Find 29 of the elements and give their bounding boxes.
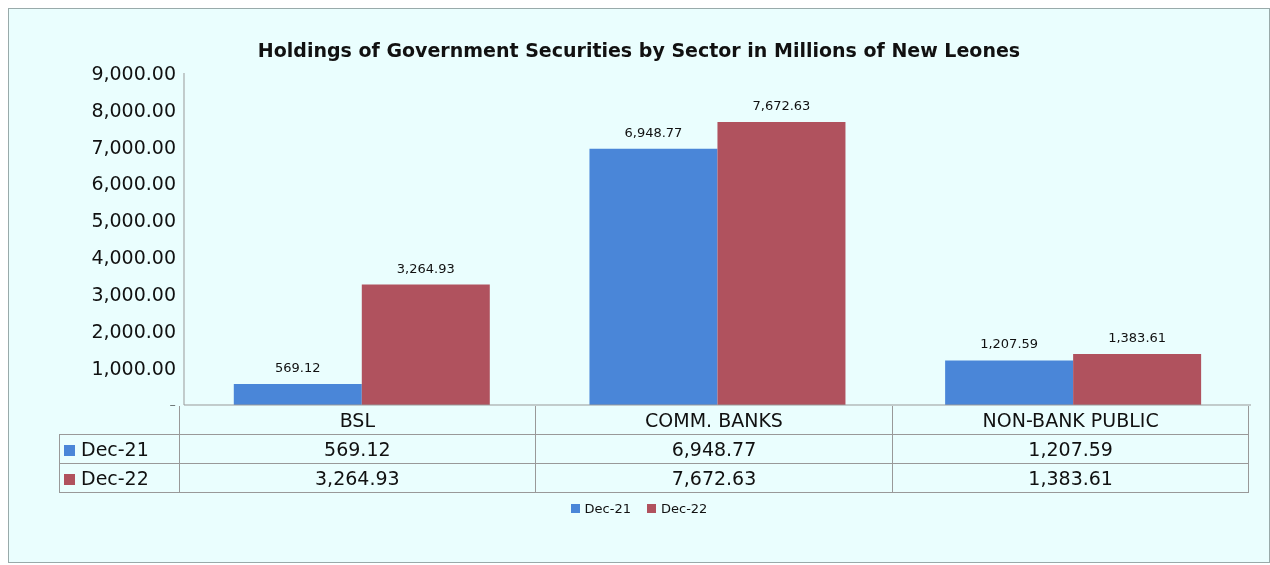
data-label: 1,207.59 bbox=[892, 434, 1249, 464]
y-tick-label: 6,000.00 bbox=[91, 172, 176, 195]
legend-label: Dec-22 bbox=[660, 501, 708, 516]
text: Dec-22 bbox=[81, 467, 149, 489]
x-tick-label: NON-BANK PUBLIC bbox=[892, 406, 1249, 435]
text: 7,672.63 bbox=[752, 97, 811, 113]
text: 3,264.93 bbox=[396, 260, 455, 276]
data-label: 1,383.61 bbox=[892, 463, 1249, 493]
legend-label: Dec-21 bbox=[59, 434, 179, 464]
y-tick-label: 7,000.00 bbox=[91, 135, 176, 158]
data-label: 3,264.93 bbox=[179, 463, 536, 493]
text: 1,383.61 bbox=[1108, 329, 1167, 345]
text: 1,207.59 bbox=[980, 336, 1039, 352]
x-tick-label: BSL bbox=[179, 406, 536, 435]
text: 6,948.77 bbox=[624, 124, 683, 140]
data-label: 569.12 bbox=[179, 434, 536, 464]
text: Dec-21 bbox=[584, 501, 631, 516]
chart-title: Holdings of Government Securities by Sector in Millions of New Leones bbox=[256, 38, 1022, 61]
x-tick-label: COMM. BANKS bbox=[535, 406, 893, 435]
y-tick-label: 5,000.00 bbox=[91, 209, 176, 232]
y-tick-label: 2,000.00 bbox=[91, 319, 176, 342]
y-tick-label: 8,000.00 bbox=[91, 98, 176, 121]
data-label: 7,672.63 bbox=[535, 463, 893, 493]
text: 569.12 bbox=[275, 360, 321, 376]
y-tick-label: 4,000.00 bbox=[91, 246, 176, 269]
data-label: 6,948.77 bbox=[535, 434, 893, 464]
y-tick-label: 3,000.00 bbox=[91, 283, 176, 306]
y-tick-label: 1,000.00 bbox=[91, 356, 176, 379]
y-tick-label: 9,000.00 bbox=[91, 61, 176, 84]
